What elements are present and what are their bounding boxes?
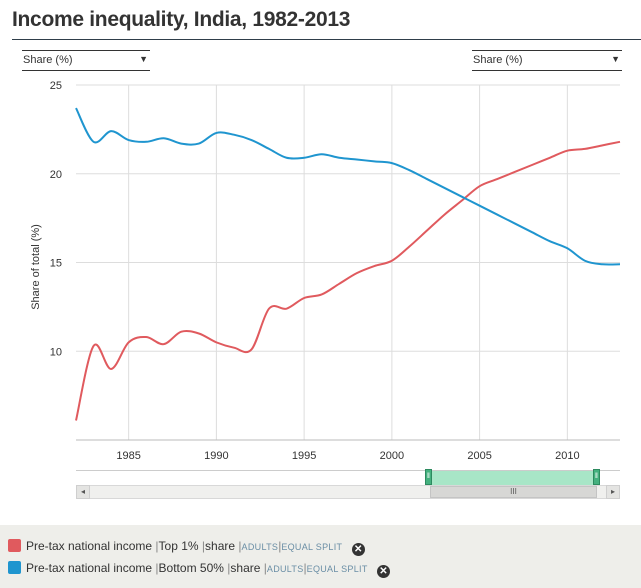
- separator: |: [238, 539, 242, 553]
- legend-unit: ADULTS: [241, 542, 279, 552]
- chevron-down-icon: ▼: [611, 54, 620, 64]
- separator: |: [155, 561, 159, 575]
- x-tick-label: 2000: [380, 450, 404, 462]
- legend-panel: Pre-tax national income |Top 1% |share |…: [0, 525, 641, 588]
- separator: |: [278, 539, 282, 553]
- x-tick-label: 1985: [116, 450, 140, 462]
- close-icon[interactable]: ✕: [377, 565, 390, 578]
- x-tick-label: 2010: [555, 450, 579, 462]
- scroll-left-button[interactable]: ◂: [76, 485, 90, 499]
- legend-item-top1[interactable]: Pre-tax national income |Top 1% |share |…: [8, 539, 365, 557]
- left-axis-dropdown[interactable]: Share (%) ▼: [22, 50, 150, 71]
- scrollbar-thumb[interactable]: III: [430, 486, 597, 498]
- legend-indicator: Pre-tax national income: [26, 539, 153, 553]
- legend-split: EQUAL SPLIT: [306, 564, 368, 574]
- left-axis-dropdown-label: Share (%): [23, 54, 73, 66]
- separator: |: [201, 539, 206, 553]
- separator: |: [303, 561, 307, 575]
- x-tick-label: 2005: [467, 450, 491, 462]
- y-tick-label: 20: [50, 169, 62, 181]
- legend-swatch: [8, 561, 21, 574]
- legend-group: Bottom 50%: [158, 561, 224, 575]
- y-tick-label: 15: [50, 258, 62, 270]
- y-axis-label: Share of total (%): [30, 224, 42, 310]
- legend-swatch: [8, 539, 21, 552]
- separator: |: [227, 561, 231, 575]
- close-icon[interactable]: ✕: [351, 543, 365, 556]
- navigator-selection[interactable]: [428, 471, 599, 485]
- legend-measure: share: [230, 561, 261, 575]
- right-axis-dropdown[interactable]: Share (%) ▼: [472, 50, 622, 71]
- legend-indicator: Pre-tax national income: [26, 561, 153, 575]
- series-line-top1[interactable]: [75, 140, 621, 421]
- separator: |: [155, 539, 159, 553]
- y-tick-label: 10: [50, 346, 62, 358]
- legend-unit: ADULTS: [266, 564, 304, 574]
- x-tick-label: 1990: [204, 450, 228, 462]
- legend-group: Top 1%: [158, 539, 199, 553]
- navigator-handle-right[interactable]: ǁ: [593, 469, 600, 485]
- navigator-handle-left[interactable]: ǁ: [425, 469, 432, 485]
- y-tick-label: 25: [50, 80, 62, 92]
- x-tick-label: 1995: [292, 450, 316, 462]
- chevron-down-icon: ▼: [139, 54, 148, 64]
- page-title: Income inequality, India, 1982-2013: [12, 8, 351, 31]
- scroll-right-button[interactable]: ▸: [606, 485, 620, 499]
- right-axis-dropdown-label: Share (%): [473, 54, 523, 66]
- legend-split: EQUAL SPLIT: [281, 542, 343, 552]
- series-line-bottom50[interactable]: [75, 107, 621, 266]
- separator: |: [263, 561, 267, 575]
- line-chart[interactable]: 10 15 20 25 1985 1990 1995 2000 2005 2010 Share o…: [0, 70, 641, 470]
- navigator-axis: [76, 470, 620, 471]
- legend-measure: share: [205, 539, 236, 553]
- legend-item-bottom50[interactable]: Pre-tax national income |Bottom 50% |sha…: [8, 561, 390, 579]
- title-divider: [12, 39, 641, 40]
